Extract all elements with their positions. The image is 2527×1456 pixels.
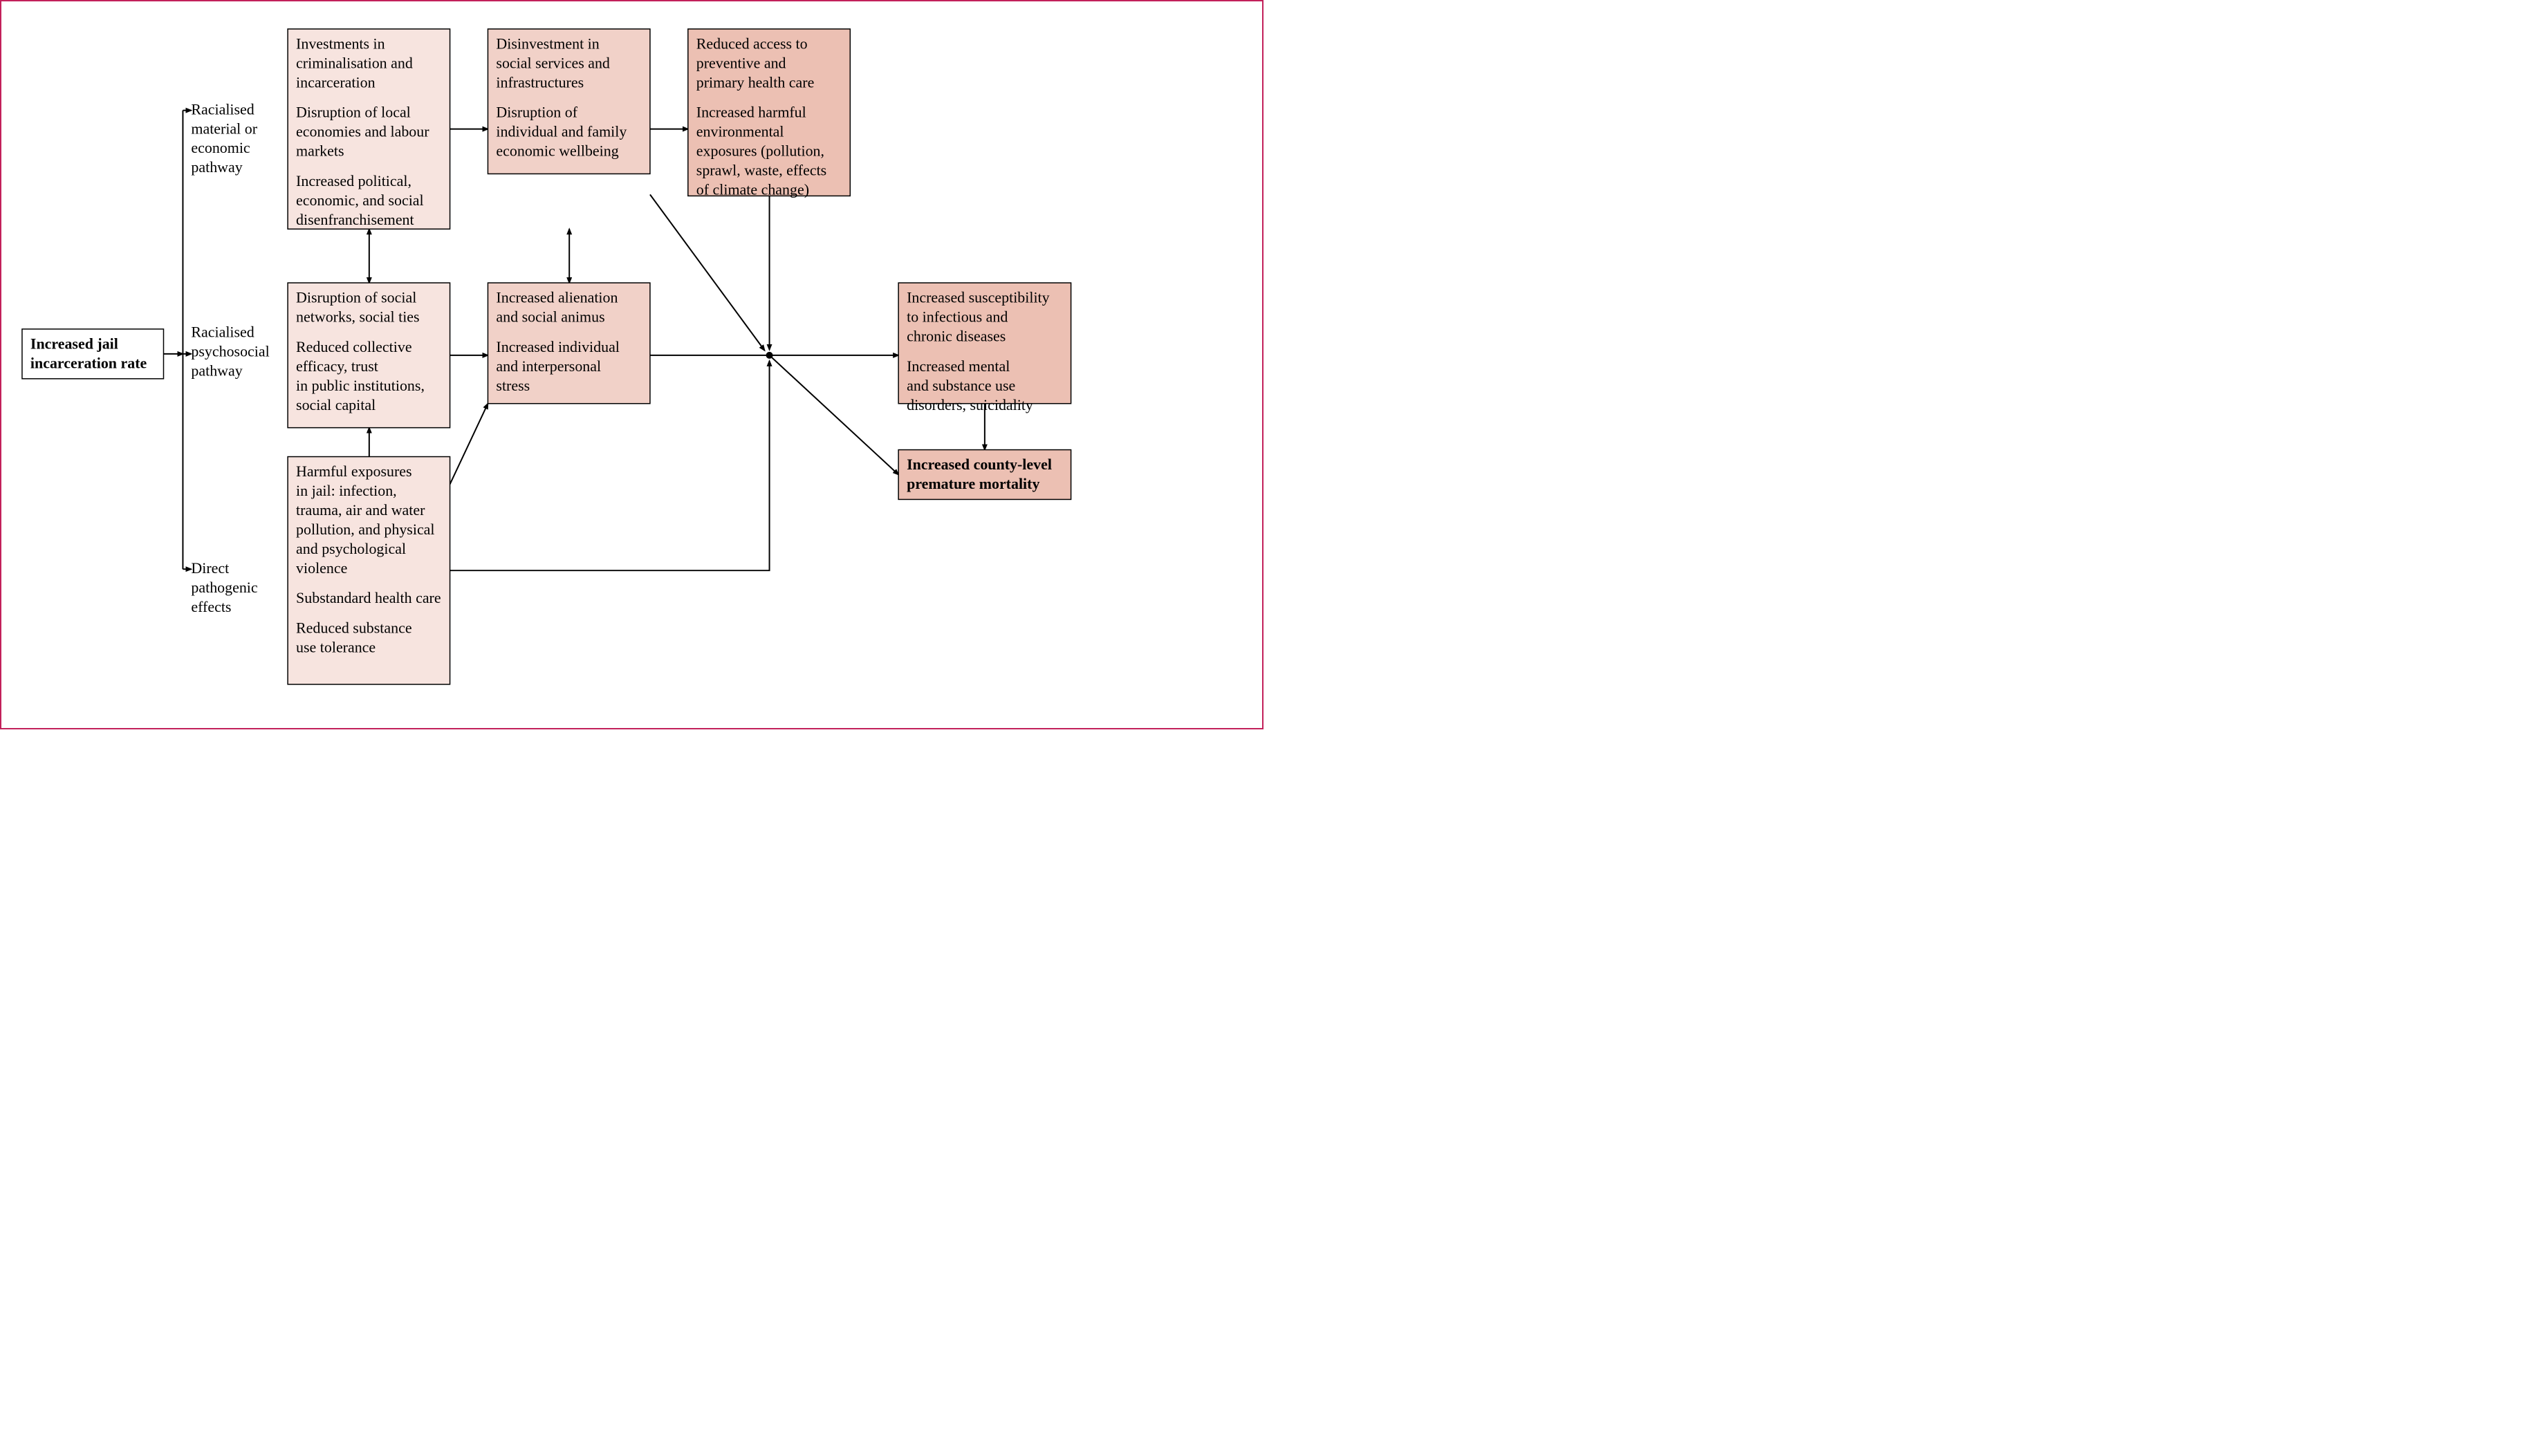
node-econ1: Investments incriminalisation andincarce…: [288, 29, 450, 229]
diagram-frame: Increased jailincarceration rate Racialis…: [0, 0, 1264, 729]
edge-17: [770, 355, 899, 475]
junction-dot: [766, 352, 773, 359]
node-psy2: Increased alienationand social animusInc…: [488, 283, 649, 404]
node-psy1: Disruption of socialnetworks, social tie…: [288, 283, 450, 428]
flowchart-svg: Increased jailincarceration rate Racialis…: [1, 1, 1262, 728]
node-out_top: Increased susceptibilityto infectious an…: [898, 283, 1071, 413]
edge-13: [650, 194, 765, 351]
node-label_psy-text: Racialisedpsychosocialpathway: [191, 324, 269, 380]
node-econ2: Disinvestment insocial services andinfra…: [488, 29, 649, 174]
node-label_psy: Racialisedpsychosocialpathway: [191, 324, 269, 380]
node-out_bot: Increased county-levelpremature mortalit…: [898, 450, 1071, 500]
node-direct1: Harmful exposuresin jail: infection,trau…: [288, 457, 450, 684]
node-econ3: Reduced access topreventive andprimary h…: [688, 29, 850, 198]
node-label_econ-text: Racialisedmaterial oreconomicpathway: [191, 100, 257, 176]
nodes-layer: Increased jailincarceration rate Racialis…: [22, 29, 1071, 684]
node-label_econ: Racialisedmaterial oreconomicpathway: [191, 100, 257, 176]
node-start: Increased jailincarceration rate: [22, 329, 164, 379]
node-label_direct: Directpathogeniceffects: [191, 559, 258, 615]
node-econ1-text: Investments incriminalisation andincarce…: [296, 35, 429, 228]
edge-12: [450, 404, 488, 485]
node-label_direct-text: Directpathogeniceffects: [191, 559, 258, 615]
